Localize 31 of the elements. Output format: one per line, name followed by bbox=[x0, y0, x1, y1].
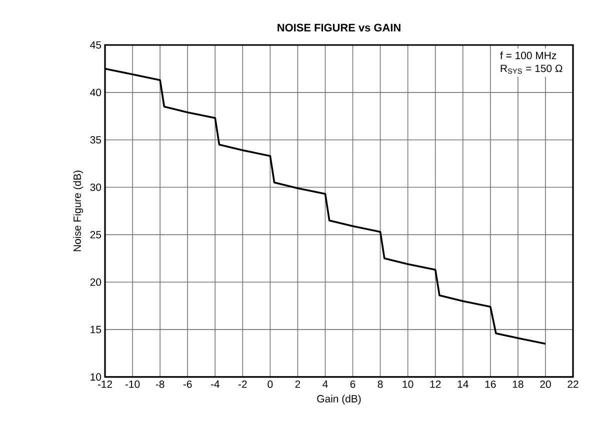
x-axis-title: Gain (dB) bbox=[317, 394, 361, 405]
x-tick-label: -10 bbox=[125, 380, 140, 388]
annotation: f = 100 MHz bbox=[500, 52, 556, 60]
chart-title: NOISE FIGURE vs GAIN bbox=[278, 24, 400, 32]
annotation: R$_{SYS}$ = 150 Ω bbox=[500, 64, 562, 74]
x-tick-label: 12 bbox=[430, 380, 441, 388]
y-axis-title: Noise Figure (dB) bbox=[73, 170, 84, 252]
x-tick-label: 2 bbox=[295, 380, 300, 388]
y-tick-label: 15 bbox=[90, 326, 102, 334]
x-tick-label: -4 bbox=[210, 380, 220, 388]
y-tick-label: 10 bbox=[90, 373, 102, 381]
x-tick-label: 20 bbox=[540, 380, 551, 388]
x-tick-label: -12 bbox=[98, 380, 112, 388]
x-tick-label: 14 bbox=[458, 380, 468, 388]
y-tick-label: 20 bbox=[90, 278, 102, 286]
y-tick-label: 25 bbox=[90, 231, 102, 238]
y-tick-label: 30 bbox=[90, 184, 102, 191]
x-tick-label: 22 bbox=[568, 380, 578, 388]
x-tick-label: -2 bbox=[238, 380, 247, 388]
x-tick-label: 18 bbox=[512, 380, 524, 388]
x-tick-label: 16 bbox=[485, 380, 496, 388]
y-tick-label: 35 bbox=[90, 136, 102, 144]
x-tick-label: 10 bbox=[402, 380, 414, 388]
x-tick-label: -8 bbox=[156, 380, 164, 388]
x-tick-label: 8 bbox=[378, 380, 383, 388]
y-tick-label: 40 bbox=[90, 88, 102, 96]
x-tick-label: 6 bbox=[350, 380, 356, 388]
x-tick-label: 0 bbox=[268, 380, 273, 388]
x-tick-label: -6 bbox=[183, 380, 192, 388]
x-tick-label: 4 bbox=[322, 380, 328, 388]
y-tick-label: 45 bbox=[90, 41, 102, 49]
